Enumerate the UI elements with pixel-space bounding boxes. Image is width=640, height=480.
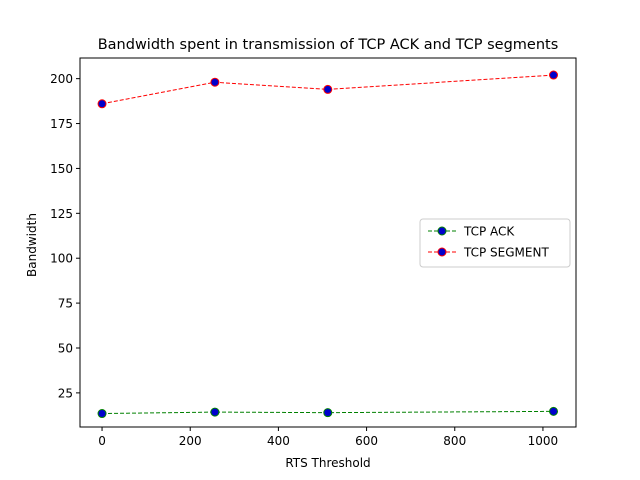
series-line-1 <box>102 410 554 415</box>
data-point-series-1 <box>210 407 220 417</box>
x-axis-title: RTS Threshold <box>285 456 370 470</box>
data-point-series-1 <box>97 409 107 419</box>
y-axis-title: Bandwidth <box>25 213 39 277</box>
y-tick-label: 150 <box>50 162 73 176</box>
data-point-series-1 <box>323 408 333 418</box>
legend: TCP ACK TCP SEGMENT <box>419 218 571 268</box>
legend-marker-2 <box>437 247 447 257</box>
y-tick-label: 175 <box>50 117 73 131</box>
legend-label-2: TCP SEGMENT <box>463 246 549 260</box>
data-point-series-2 <box>549 70 559 80</box>
axes-frame <box>79 57 577 428</box>
series-line-2 <box>101 74 554 105</box>
y-tick-label: 75 <box>58 297 73 311</box>
x-tick-label: 400 <box>267 434 290 448</box>
y-tick-label: 25 <box>58 386 73 400</box>
x-tick-label: 1000 <box>528 434 559 448</box>
y-tick-label: 200 <box>50 72 73 86</box>
data-point-series-2 <box>323 84 333 94</box>
x-tick-label: 800 <box>443 434 466 448</box>
x-tick-label: 200 <box>179 434 202 448</box>
legend-marker-1 <box>437 226 447 236</box>
data-point-series-2 <box>97 99 107 109</box>
x-tick-label: 600 <box>355 434 378 448</box>
legend-box <box>419 218 571 268</box>
legend-label-1: TCP ACK <box>463 225 515 239</box>
y-tick-label: 100 <box>50 252 73 266</box>
data-point-series-1 <box>549 406 559 416</box>
y-tick-label: 50 <box>58 341 73 355</box>
x-tick-label: 0 <box>98 434 106 448</box>
y-tick-label: 125 <box>50 207 73 221</box>
chart-title: Bandwidth spent in transmission of TCP A… <box>98 37 559 53</box>
plot-area: 0 200 400 600 800 1000 25 50 75 100 125 150 175 200 <box>50 57 577 448</box>
data-point-series-2 <box>210 77 220 87</box>
